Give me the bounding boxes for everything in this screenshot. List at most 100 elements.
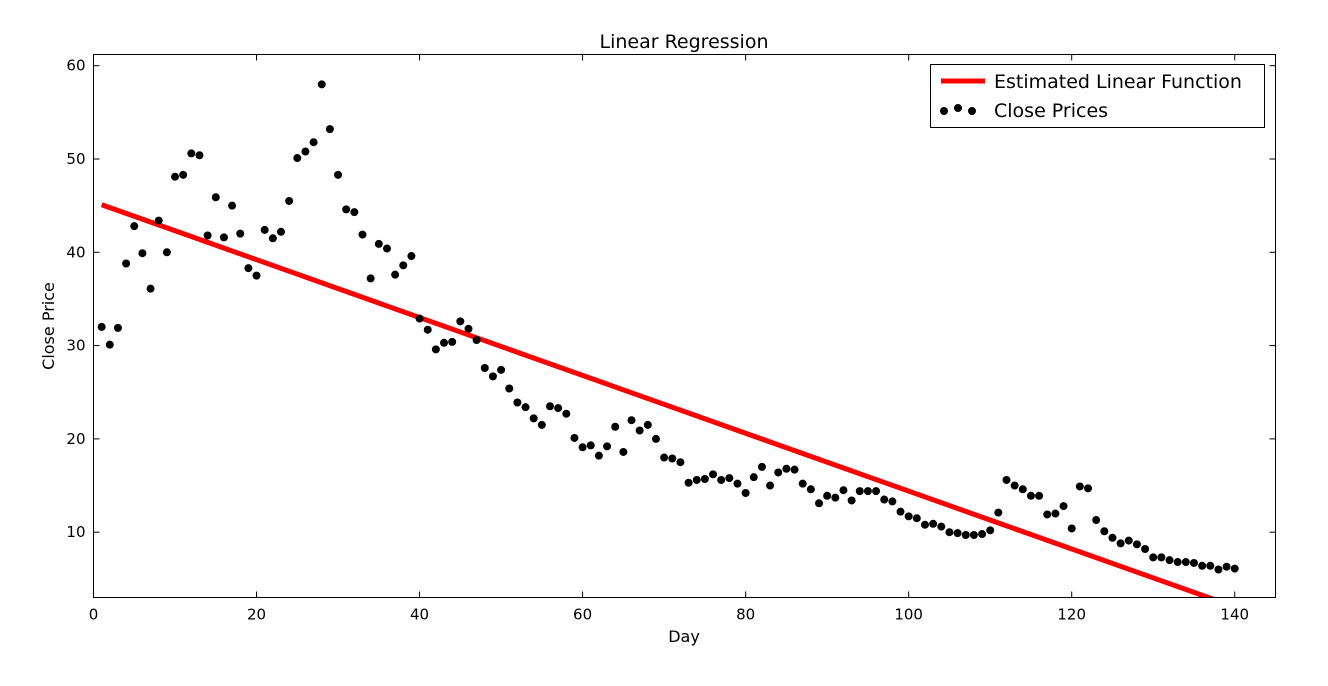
data-point [391,270,400,279]
data-point [872,487,881,496]
data-point [1189,558,1198,567]
data-point [635,426,644,435]
y-axis-label: Close Price [39,282,58,370]
data-point [1059,502,1068,511]
data-point [676,458,685,467]
data-point [521,403,530,412]
data-point [301,147,310,156]
data-point [880,495,889,504]
data-point [472,335,481,344]
data-point [293,154,302,163]
data-point [513,398,522,407]
y-tick-label: 10 [66,523,85,541]
data-point [806,485,815,494]
legend-dot-swatch [954,104,962,112]
data-point [219,233,228,242]
data-point [790,465,799,474]
data-point [130,222,139,231]
data-point [627,416,636,425]
x-axis: 0 20 40 60 80 100 120 140 [89,54,1249,624]
data-point [798,479,807,488]
data-point [1010,481,1019,490]
data-point [570,433,579,442]
data-point [1214,565,1223,574]
data-point [268,234,277,243]
data-point [709,470,718,479]
y-tick-label: 20 [66,430,85,448]
data-point [978,530,987,539]
data-point [203,231,212,240]
data-point [497,365,506,374]
data-point [334,170,343,179]
data-point [236,229,245,238]
data-point [953,529,962,538]
data-point [529,414,538,423]
data-point [749,473,758,482]
x-tick-label: 100 [894,606,923,624]
data-point [1026,491,1035,500]
data-point [888,497,897,506]
data-point [815,499,824,508]
data-point [839,486,848,495]
data-point [741,489,750,498]
data-point [195,151,204,160]
data-point [537,420,546,429]
data-point [782,464,791,473]
data-point [456,317,465,326]
data-point [505,384,514,393]
x-tick-label: 40 [410,606,429,624]
data-point [774,468,783,477]
data-point [1043,510,1052,519]
data-point [1206,561,1215,570]
data-point [146,284,155,293]
data-point [448,337,457,346]
legend-dot-swatch [968,107,976,115]
data-point [1035,491,1044,500]
chart-title: Linear Regression [599,31,768,53]
data-point [847,496,856,505]
data-point [945,528,954,537]
data-point [1157,553,1166,562]
data-point [285,196,294,205]
data-point [896,507,905,516]
data-point [725,474,734,483]
data-point [1165,556,1174,565]
data-point [823,491,832,500]
data-point [1181,558,1190,567]
data-point [440,338,449,347]
data-marks [97,80,1239,598]
legend-label-line: Estimated Linear Function [994,71,1242,93]
data-point [171,172,180,181]
x-tick-label: 80 [736,606,755,624]
legend-box [930,64,1265,128]
y-tick-label: 30 [66,337,85,355]
data-point [1100,527,1109,536]
data-point [578,443,587,452]
data-point [1075,482,1084,491]
x-tick-label: 0 [89,606,99,624]
data-point [480,363,489,372]
data-point [994,508,1003,517]
data-point [668,454,677,463]
data-point [1067,524,1076,533]
data-point [692,475,701,484]
data-point [554,404,563,413]
data-point [1230,564,1239,573]
data-point [407,252,416,261]
data-point [863,487,872,496]
data-point [586,441,595,450]
data-point [912,514,921,523]
data-point [651,434,660,443]
data-point [350,208,359,217]
data-point [187,149,196,158]
data-point [260,225,269,234]
data-point [374,239,383,248]
data-point [342,205,351,214]
data-point [415,314,424,323]
y-tick-label: 50 [66,150,85,168]
data-point [366,274,375,283]
data-point [464,324,473,333]
x-tick-label: 120 [1057,606,1086,624]
data-point [138,249,147,258]
